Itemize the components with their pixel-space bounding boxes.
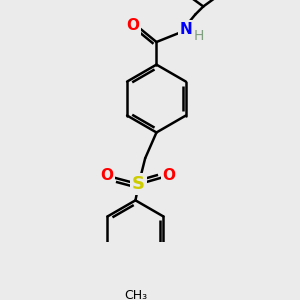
Text: O: O: [162, 168, 175, 183]
Text: O: O: [127, 18, 140, 33]
Text: O: O: [101, 168, 114, 183]
Text: S: S: [132, 175, 145, 193]
Text: CH₃: CH₃: [124, 289, 147, 300]
Text: N: N: [179, 22, 192, 37]
Text: H: H: [193, 28, 204, 43]
